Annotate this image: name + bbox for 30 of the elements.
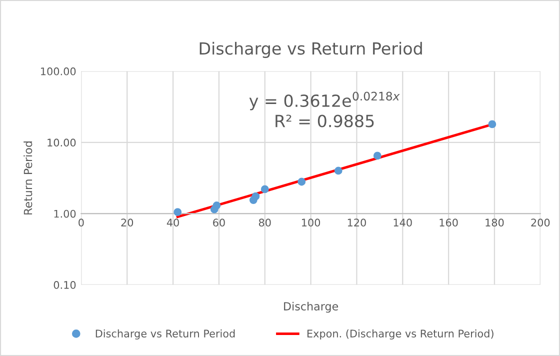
y-tick-label: 10.00 <box>48 138 76 147</box>
point <box>488 120 496 128</box>
y-axis-title: Return Period <box>24 141 32 214</box>
point <box>252 192 260 200</box>
x-tick-label: 200 <box>531 218 550 227</box>
point <box>334 166 342 175</box>
point <box>298 178 306 186</box>
x-tick-label: 0 <box>78 218 84 227</box>
x-tick-label: 60 <box>213 218 225 227</box>
x-tick-label: 40 <box>166 218 179 227</box>
annotation: R² = 0.9885 <box>276 114 374 128</box>
point <box>174 208 182 216</box>
x-tick-label: 100 <box>302 218 320 227</box>
annotation: y = 0.3612e$^{0.0218x}$ <box>249 92 400 110</box>
chart-title: Discharge vs Return Period <box>200 42 422 58</box>
point <box>212 202 221 210</box>
point <box>260 185 269 194</box>
x-tick-label: 120 <box>348 218 366 227</box>
legend-label: Expon. (Discharge vs Return Period) <box>307 329 494 340</box>
x-tick-label: 80 <box>258 218 271 227</box>
y-tick-label: 1.00 <box>54 210 76 218</box>
y-tick-label: 100.00 <box>41 67 76 76</box>
x-tick-label: 160 <box>440 218 458 227</box>
y-tick-label: 0.10 <box>54 281 76 289</box>
x-axis-title: Discharge <box>284 302 338 313</box>
point <box>373 152 382 160</box>
x-tick-label: 20 <box>121 218 134 227</box>
x-tick-label: 180 <box>486 218 504 227</box>
legend-label: Discharge vs Return Period <box>96 329 235 340</box>
x-tick-label: 140 <box>394 218 412 227</box>
